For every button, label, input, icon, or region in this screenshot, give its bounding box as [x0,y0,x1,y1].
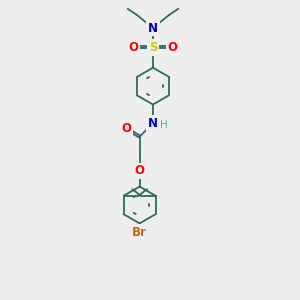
Text: N: N [148,22,158,34]
Text: Br: Br [132,226,147,239]
Text: H: H [160,120,168,130]
Text: N: N [148,117,158,130]
Text: O: O [167,41,177,54]
Text: O: O [121,122,131,135]
Text: S: S [149,41,157,54]
Text: O: O [129,41,139,54]
Text: O: O [135,164,145,177]
